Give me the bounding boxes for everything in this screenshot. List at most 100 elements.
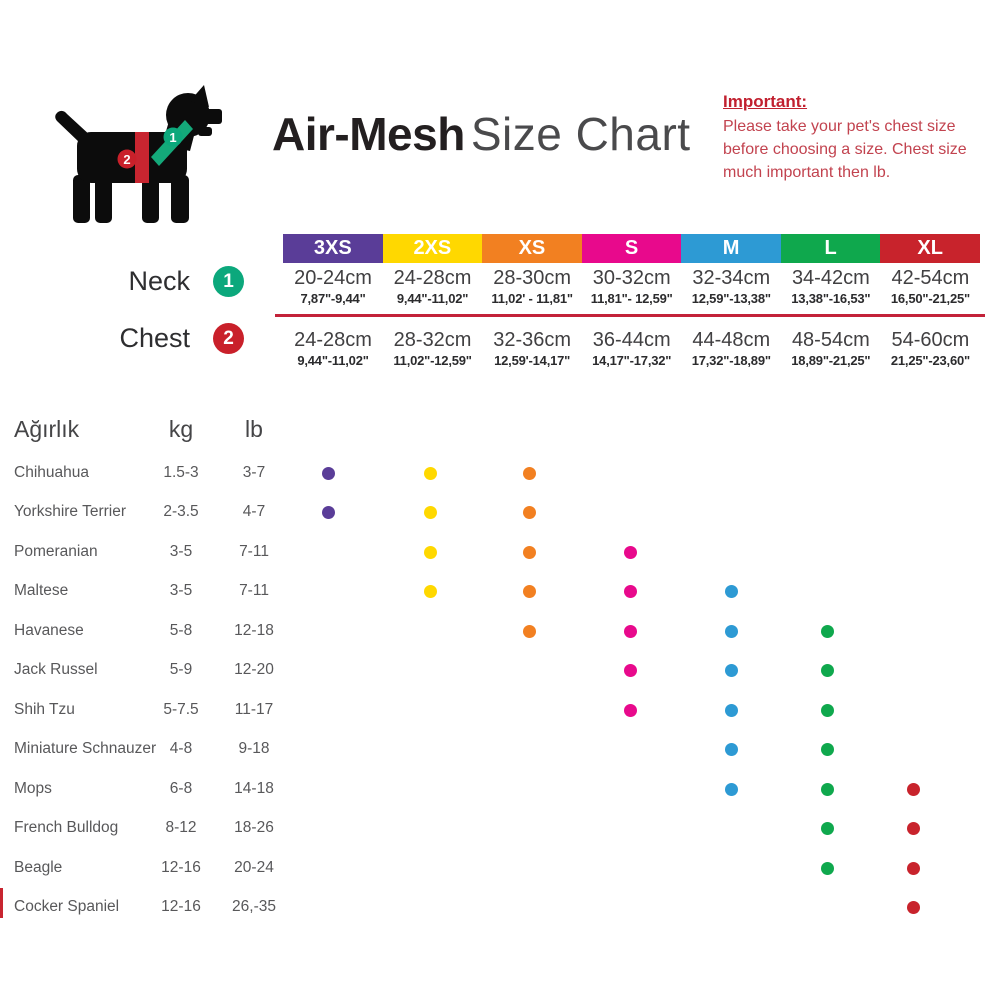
neck-size-cell-xl: 42-54cm 16,50"-21,25" bbox=[880, 267, 980, 306]
weight-table-header: Ağırlık kg lb bbox=[0, 416, 320, 446]
breed-name: Beagle bbox=[14, 858, 63, 876]
size-dot-xl bbox=[906, 861, 920, 875]
size-dot-s bbox=[623, 703, 637, 717]
size-dot-xl bbox=[906, 900, 920, 914]
neck-size-cm: 20-24cm bbox=[294, 267, 372, 289]
size-dot-m bbox=[724, 743, 738, 757]
size-header-cell-2xs: 2XS bbox=[382, 234, 483, 263]
chest-marker-number: 2 bbox=[223, 327, 234, 349]
breed-kg-value: 5-8 bbox=[169, 621, 193, 639]
size-dot-2xs bbox=[423, 467, 437, 480]
size-dot-s bbox=[623, 664, 637, 678]
table-row: Jack Russel 5-9 12-20 bbox=[0, 661, 320, 681]
size-dot-l bbox=[820, 624, 834, 638]
neck-size-inches: 12,59"-13,38" bbox=[691, 291, 771, 306]
chest-size-inches: 12,59'-14,17" bbox=[494, 353, 571, 368]
size-dot-3xs bbox=[321, 467, 335, 480]
chest-size-cm: 24-28cm bbox=[294, 329, 372, 351]
dog-leg bbox=[171, 175, 189, 223]
neck-size-cell-2xs: 24-28cm 9,44"-11,02" bbox=[383, 267, 483, 306]
breed-name: French Bulldog bbox=[14, 819, 119, 837]
size-dot-xs bbox=[522, 624, 536, 638]
neck-size-cell-xs: 28-30cm 11,02' - 11,81" bbox=[482, 267, 582, 306]
neck-size-cm: 34-42cm bbox=[791, 267, 870, 289]
neck-size-cm: 42-54cm bbox=[891, 267, 970, 289]
breed-lb-value: 9-18 bbox=[238, 740, 270, 758]
dog-illustration: 1 2 bbox=[50, 85, 235, 230]
chest-size-inches: 11,02"-12,59" bbox=[393, 353, 472, 368]
chest-size-cm: 36-44cm bbox=[592, 329, 671, 351]
important-heading: Important: bbox=[723, 92, 808, 111]
size-dot-m bbox=[724, 703, 738, 717]
size-dot-2xs bbox=[423, 506, 437, 520]
neck-size-inches: 13,38"-16,53" bbox=[791, 291, 871, 306]
size-dot-m bbox=[724, 782, 738, 796]
breed-name: Miniature Schnauzer bbox=[14, 740, 157, 758]
chest-badge-icon bbox=[117, 149, 137, 169]
dog-leg bbox=[142, 177, 159, 223]
chest-size-inches: 21,25"-23,60" bbox=[890, 353, 970, 368]
table-row: Miniature Schnauzer 4-8 9-18 bbox=[0, 740, 320, 760]
breed-kg-value: 2-3.5 bbox=[163, 503, 199, 521]
size-dot-l bbox=[820, 861, 834, 875]
chest-size-cm: 28-32cm bbox=[393, 329, 472, 351]
neck-size-cell-l: 34-42cm 13,38"-16,53" bbox=[781, 267, 881, 306]
breed-lb-value: 20-24 bbox=[234, 858, 274, 876]
breed-kg-value: 12-16 bbox=[161, 858, 201, 876]
neck-size-cm: 30-32cm bbox=[592, 267, 671, 289]
weight-header-lb: lb bbox=[245, 416, 263, 442]
neck-size-cm: 24-28cm bbox=[393, 267, 472, 289]
size-header-cell-3xs: 3XS bbox=[283, 234, 383, 263]
size-dot-3xs bbox=[321, 506, 335, 520]
breed-lb-value: 4-7 bbox=[242, 503, 266, 521]
breed-lb-value: 12-18 bbox=[234, 621, 274, 639]
size-header-cell-xl: XL bbox=[880, 234, 980, 263]
chest-size-cm: 54-60cm bbox=[891, 329, 970, 351]
size-header-cell-l: L bbox=[780, 234, 881, 263]
chest-size-inches: 18,89"-21,25" bbox=[791, 353, 871, 368]
breed-name: Jack Russel bbox=[14, 661, 98, 679]
table-row: Shih Tzu 5-7.5 11-17 bbox=[0, 701, 320, 721]
size-dot-l bbox=[820, 743, 834, 757]
chest-size-cell-2xs: 28-32cm 11,02"-12,59" bbox=[383, 329, 483, 368]
chest-size-cm: 44-48cm bbox=[692, 329, 771, 351]
breed-lb-value: 11-17 bbox=[234, 700, 274, 718]
breed-name: Mops bbox=[14, 779, 52, 797]
table-row: Pomeranian 3-5 7-11 bbox=[0, 543, 320, 563]
size-dot-xl bbox=[906, 822, 920, 836]
neck-size-cm: 28-30cm bbox=[493, 267, 572, 289]
neck-marker-number: 1 bbox=[223, 270, 234, 292]
chest-size-cell-s: 36-44cm 14,17"-17,32" bbox=[582, 329, 682, 368]
size-dot-xs bbox=[522, 467, 536, 480]
breed-name: Chihuahua bbox=[14, 464, 89, 481]
dog-silhouette: 1 2 bbox=[55, 85, 222, 223]
chest-size-cell-xs: 32-36cm 12,59'-14,17" bbox=[482, 329, 582, 368]
neck-size-inches: 11,81"- 12,59" bbox=[590, 291, 673, 306]
size-dot-m bbox=[724, 664, 738, 678]
weight-header-kg: kg bbox=[168, 416, 194, 442]
chest-size-cm: 32-36cm bbox=[493, 329, 572, 351]
neck-size-cm: 32-34cm bbox=[692, 267, 771, 289]
breed-kg-value: 3-5 bbox=[169, 542, 193, 560]
chest-size-cell-3xs: 24-28cm 9,44"-11,02" bbox=[283, 329, 383, 368]
chest-size-inches: 14,17"-17,32" bbox=[592, 353, 672, 368]
chest-label: Chest bbox=[119, 323, 190, 353]
table-row: French Bulldog 8-12 18-26 bbox=[0, 819, 320, 839]
chest-marker-badge: 2 bbox=[213, 323, 244, 354]
chest-size-cell-l: 48-54cm 18,89"-21,25" bbox=[781, 329, 881, 368]
breed-kg-value: 1.5-3 bbox=[163, 464, 199, 481]
breed-lb-value: 26,-35 bbox=[232, 897, 276, 915]
size-dot-2xs bbox=[423, 585, 437, 599]
size-header-cell-m: M bbox=[681, 234, 781, 263]
size-dot-2xs bbox=[423, 545, 437, 559]
important-body: Please take your pet's chest size before… bbox=[723, 118, 967, 181]
breed-name: Yorkshire Terrier bbox=[14, 503, 126, 521]
breed-kg-value: 3-5 bbox=[169, 582, 193, 600]
table-row: Havanese 5-8 12-18 bbox=[0, 622, 320, 642]
table-row: Chihuahua 1.5-3 3-7 bbox=[0, 464, 320, 484]
neck-marker-badge: 1 bbox=[213, 266, 244, 297]
breed-kg-value: 4-8 bbox=[169, 740, 193, 758]
breed-name: Havanese bbox=[14, 621, 84, 639]
size-dot-s bbox=[623, 624, 637, 638]
harness-chest-strap bbox=[135, 132, 149, 183]
